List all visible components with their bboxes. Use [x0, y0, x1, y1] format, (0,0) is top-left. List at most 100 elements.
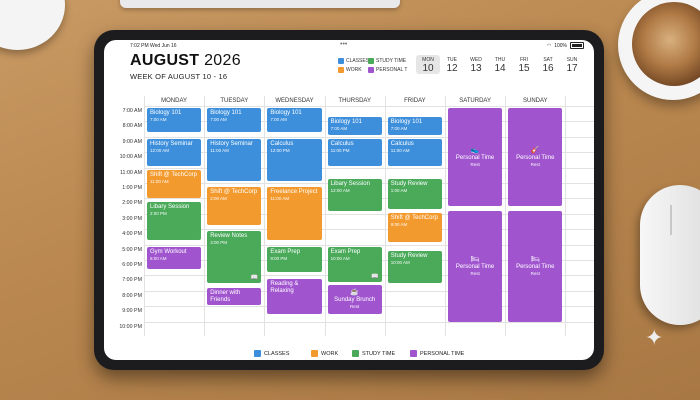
event-biology-101[interactable]: Biology 101 7:00 AM	[267, 108, 322, 133]
event-time: Rest	[530, 270, 540, 276]
event-exam-prep[interactable]: Exam Prep 9:00 PM	[267, 246, 322, 273]
grid-column-divider	[204, 96, 206, 336]
day-selector-wed[interactable]: WED 13	[464, 55, 488, 74]
event-gym-workout[interactable]: Gym Workout 6:00 AM	[147, 246, 202, 270]
event-time: 11:00 AM	[390, 147, 410, 153]
event-time: 3:00 PM	[210, 240, 227, 246]
event-title: Biology 101	[210, 110, 242, 116]
event-history-seminar[interactable]: History Seminar 12:00 AM	[147, 138, 202, 167]
event-calculus[interactable]: Calculus 11:00 AM	[387, 138, 442, 167]
event-libary-session[interactable]: Libary Session 12:00 AM	[327, 178, 382, 211]
event-time: 7:00 AM	[330, 126, 348, 132]
day-selector-fri[interactable]: FRI 15	[512, 55, 536, 74]
event-title: Dinner with Friends	[210, 290, 241, 304]
event-time: Rest	[470, 270, 480, 276]
event-time: Rest	[530, 161, 540, 167]
time-label: 4:00 PM	[122, 231, 142, 238]
day-selector-sun[interactable]: SUN 17	[560, 55, 584, 74]
event-personal-time[interactable]: 🛏 Personal Time Rest	[448, 211, 503, 322]
event-time: 11:00 AM	[150, 178, 169, 184]
event-title: Exam Prep	[270, 248, 301, 255]
event-time: 2:00 AM	[210, 195, 227, 201]
time-label: 8:00 AM	[122, 123, 142, 130]
day-selector-number: 15	[518, 63, 530, 74]
grid-hour-line	[144, 321, 594, 323]
event-title: Biology 101	[390, 119, 423, 126]
legend-top-classes: CLASSES	[338, 58, 369, 64]
event-dinner-with-friends[interactable]: Dinner with Friends	[207, 288, 262, 305]
event-personal-time[interactable]: 👟 Personal Time Rest	[448, 108, 503, 207]
grid-hour-line	[144, 244, 594, 246]
time-label: 2:00 PM	[122, 200, 142, 207]
event-time: 7:00 AM	[390, 126, 408, 132]
week-grid: MONDAY TUESDAY WEDNESDAY THURSDAY FRIDAY SATU…	[104, 96, 594, 346]
battery-percent: 100%	[554, 42, 567, 49]
event-reading-relaxing[interactable]: Reading & Relaxing	[267, 278, 322, 314]
legend-swatch	[352, 350, 359, 357]
sparkle-icon: ✦	[645, 325, 664, 350]
event-exam-prep[interactable]: Exam Prep 10:00 AM 📖	[327, 246, 382, 282]
event-icon: 🎸	[530, 146, 540, 154]
grid-column-divider	[324, 96, 326, 336]
day-selector-sat[interactable]: SAT 16	[536, 55, 560, 74]
event-time: 1:00 AM	[390, 187, 408, 193]
legend-label: WORK	[321, 350, 339, 357]
day-selector-mon[interactable]: MON 10	[416, 55, 440, 74]
day-selector-name: MON	[422, 57, 434, 63]
event-title: Calculus	[330, 140, 354, 147]
wifi-icon: ◠	[546, 42, 552, 49]
day-selector-thu[interactable]: THU 14	[488, 55, 512, 74]
status-time: 7:02 PM	[130, 43, 149, 49]
event-title: Personal Time	[516, 263, 555, 270]
event-title: Study Review	[390, 253, 428, 260]
time-label: 9:00 PM	[122, 308, 142, 315]
event-title: Sunday Brunch	[334, 296, 376, 303]
event-calculus[interactable]: Calculus 11:00 PM	[327, 138, 382, 167]
event-biology-101[interactable]: Biology 101 7:00 AM	[387, 117, 442, 136]
legend-label: STUDY TIME	[362, 350, 396, 357]
event-title: Shift @ TechCorp	[150, 171, 198, 178]
legend-swatch	[410, 350, 417, 357]
event-title: Reading & Relaxing	[270, 280, 299, 294]
event-icon: 🛏	[530, 255, 540, 263]
day-selector-tue[interactable]: TUE 12	[440, 55, 464, 74]
event-biology-101[interactable]: Biology 101 7:00 AM	[147, 108, 202, 133]
event-shift-techcorp[interactable]: Shift @ TechCorp 11:00 AM	[147, 169, 202, 199]
multitasking-dots-icon[interactable]: •••	[340, 41, 348, 48]
month-label: AUGUST	[130, 52, 200, 69]
event-shift-techcorp[interactable]: Shift @ TechCorp 9:00 AM	[387, 212, 442, 242]
legend-top-personal: PERSONAL T	[368, 67, 407, 73]
event-biology-101[interactable]: Biology 101 7:00 AM	[327, 117, 382, 136]
column-header-friday: FRIDAY	[404, 98, 426, 104]
time-label: 3:00 PM	[122, 215, 142, 222]
event-history-seminar[interactable]: History Seminar 11:00 AM	[207, 138, 262, 182]
event-title: Personal Time	[455, 263, 495, 270]
legend-top-label: CLASSES	[346, 58, 370, 64]
day-selector-number: 17	[566, 63, 578, 74]
event-review-notes[interactable]: Review Notes 3:00 PM 📖	[207, 231, 262, 284]
day-selector-number: 16	[542, 63, 554, 74]
event-study-review[interactable]: Study Review 1:00 AM	[387, 178, 442, 210]
event-time: 9:00 PM	[270, 255, 288, 261]
event-study-review[interactable]: Study Review 10:00 AM	[387, 251, 442, 284]
event-shift-techcorp[interactable]: Shift @ TechCorp 2:00 AM	[207, 186, 262, 225]
time-label: 10:00 PM	[119, 323, 142, 330]
legend-top-label: WORK	[346, 67, 362, 73]
time-label: 11:00 AM	[120, 169, 142, 176]
event-libary-session[interactable]: Libary Session 2:00 PM	[147, 201, 202, 240]
event-time: 12:00 AM	[150, 147, 170, 153]
day-selector-name: THU	[494, 57, 506, 63]
event-personal-time[interactable]: 🎸 Personal Time Rest	[508, 108, 563, 207]
legend-top-label: STUDY TIME	[376, 58, 407, 64]
event-sunday-brunch[interactable]: ☕ Sunday Brunch Rest	[327, 285, 382, 314]
event-freelance-project[interactable]: Freelance Project 11:00 AM	[267, 186, 322, 240]
event-title: Freelance Project	[270, 188, 318, 195]
keyboard	[120, 0, 400, 8]
event-biology-101[interactable]: Biology 101 7:00 AM	[207, 108, 262, 133]
column-header-thursday: THURSDAY	[338, 98, 371, 104]
computer-mouse	[640, 185, 700, 325]
book-icon: 📖	[250, 275, 259, 282]
event-calculus[interactable]: Calculus 12:00 PM	[267, 138, 322, 182]
time-label: 5:00 PM	[122, 246, 142, 253]
event-personal-time[interactable]: 🛏 Personal Time Rest	[508, 211, 563, 322]
